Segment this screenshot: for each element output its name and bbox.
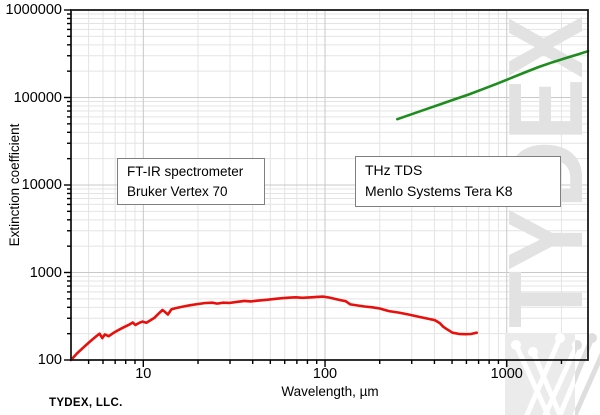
annotation-line: Menlo Systems Tera K8 [365, 183, 513, 199]
thz-series-curve [395, 49, 590, 121]
tydex-logo-watermark [505, 333, 600, 415]
annotation-thz-tds: THz TDS Menlo Systems Tera K8 [355, 156, 561, 207]
ftir-series-curve [69, 295, 479, 362]
x-axis-tick-label: 1000 [490, 366, 523, 382]
annotation-line: Bruker Vertex 70 [127, 184, 228, 199]
annotation-ftir-spectrometer: FT-IR spectrometer Bruker Vertex 70 [117, 158, 265, 205]
y-axis-tick-label: 1000000 [5, 2, 62, 18]
y-axis-tick-label: 100 [37, 352, 62, 368]
company-label: TYDEX, LLC. [49, 397, 123, 409]
x-axis-tick-label: 10 [135, 366, 152, 382]
y-axis-tick-label: 10000 [21, 177, 62, 193]
y-axis-tick-label: 1000 [29, 264, 62, 281]
x-axis-title: Wavelength, µm [281, 384, 379, 399]
annotation-line: THz TDS [365, 162, 423, 178]
axis-ticks [64, 9, 563, 367]
annotation-line: FT-IR spectrometer [127, 164, 244, 179]
x-axis-tick-label: 100 [312, 366, 338, 382]
y-axis-tick-label: 100000 [13, 89, 62, 106]
